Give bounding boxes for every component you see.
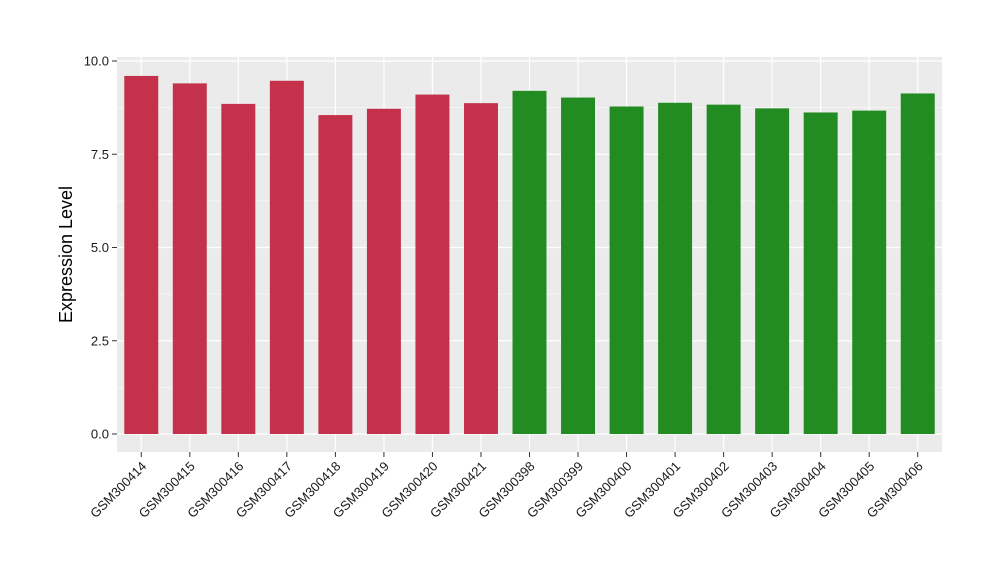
y-tick-label: 7.5 <box>91 147 109 162</box>
bar-GSM300398 <box>512 90 547 434</box>
y-tick-label: 0.0 <box>91 427 109 442</box>
bar-GSM300405 <box>852 110 887 434</box>
y-axis-title: Expression Level <box>56 186 76 323</box>
bar-GSM300404 <box>803 112 838 434</box>
bar-GSM300416 <box>221 103 256 435</box>
bar-GSM300403 <box>755 108 790 434</box>
bar-GSM300414 <box>124 75 159 435</box>
bar-GSM300406 <box>900 93 935 435</box>
bar-GSM300418 <box>318 115 353 435</box>
bar-GSM300415 <box>172 83 207 434</box>
bar-GSM300417 <box>269 80 304 435</box>
y-axis: 0.0 2.5 5.0 7.5 10.0 <box>84 54 117 442</box>
y-tick-label: 5.0 <box>91 240 109 255</box>
x-axis: GSM300414GSM300415GSM300416GSM300417GSM3… <box>87 452 926 521</box>
y-tick-label: 2.5 <box>91 333 109 348</box>
bar-GSM300399 <box>561 97 596 434</box>
bar-GSM300420 <box>415 94 450 434</box>
bar-GSM300419 <box>366 108 401 434</box>
bar-GSM300402 <box>706 104 741 435</box>
y-tick-label: 10.0 <box>84 54 109 69</box>
bar-GSM300400 <box>609 106 644 435</box>
bar-GSM300421 <box>463 103 498 435</box>
bar-GSM300401 <box>658 102 693 434</box>
bars <box>124 75 935 435</box>
